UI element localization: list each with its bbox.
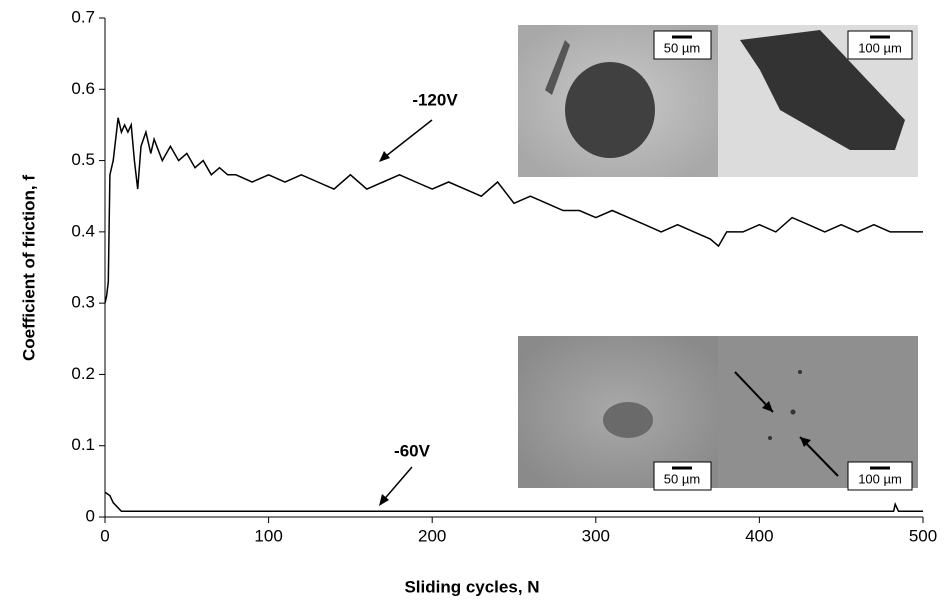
scale-label: 100 µm	[858, 40, 902, 55]
y-tick-label: 0	[86, 506, 95, 525]
x-tick-label: 500	[909, 526, 937, 545]
wear-spot	[603, 402, 653, 438]
wear-track	[740, 30, 905, 150]
y-tick-label: 0.7	[71, 7, 95, 26]
x-tick-label: 100	[254, 526, 282, 545]
arrowhead	[800, 437, 811, 447]
wear-spot	[565, 62, 655, 158]
arrowhead	[379, 494, 389, 506]
y-tick-label: 0.2	[71, 364, 95, 383]
scale-label: 50 µm	[664, 471, 700, 486]
x-axis-label: Sliding cycles, N	[404, 577, 539, 596]
x-tick-label: 200	[418, 526, 446, 545]
series-annotation: -120V	[412, 90, 458, 109]
inset-images	[518, 25, 918, 488]
y-axis-label: Coefficient of friction, f	[19, 175, 38, 361]
scale-bars: 50 µm 100 µm 50 µm 100 µm	[653, 30, 913, 491]
particle	[790, 409, 796, 415]
arrowhead	[762, 401, 773, 412]
scale-box	[847, 30, 913, 60]
y-tick-label: 0.5	[71, 150, 95, 169]
scale-label: 100 µm	[858, 471, 902, 486]
annotation-arrow	[380, 119, 433, 161]
x-tick-label: 300	[582, 526, 610, 545]
annotation-arrow	[380, 466, 413, 504]
x-tick-label: 400	[745, 526, 773, 545]
scale-label: 50 µm	[664, 40, 700, 55]
x-tick-label: 0	[100, 526, 109, 545]
series-line	[104, 117, 923, 304]
y-tick-label: 0.6	[71, 79, 95, 98]
particle	[768, 436, 772, 440]
y-tick-label: 0.1	[71, 435, 95, 454]
series-annotation: -60V	[394, 441, 431, 460]
scratch	[545, 40, 570, 95]
arrowhead	[379, 151, 390, 162]
y-tick-label: 0.3	[71, 293, 95, 312]
series-line	[104, 491, 923, 513]
particle	[798, 370, 802, 374]
y-tick-label: 0.4	[71, 221, 95, 240]
